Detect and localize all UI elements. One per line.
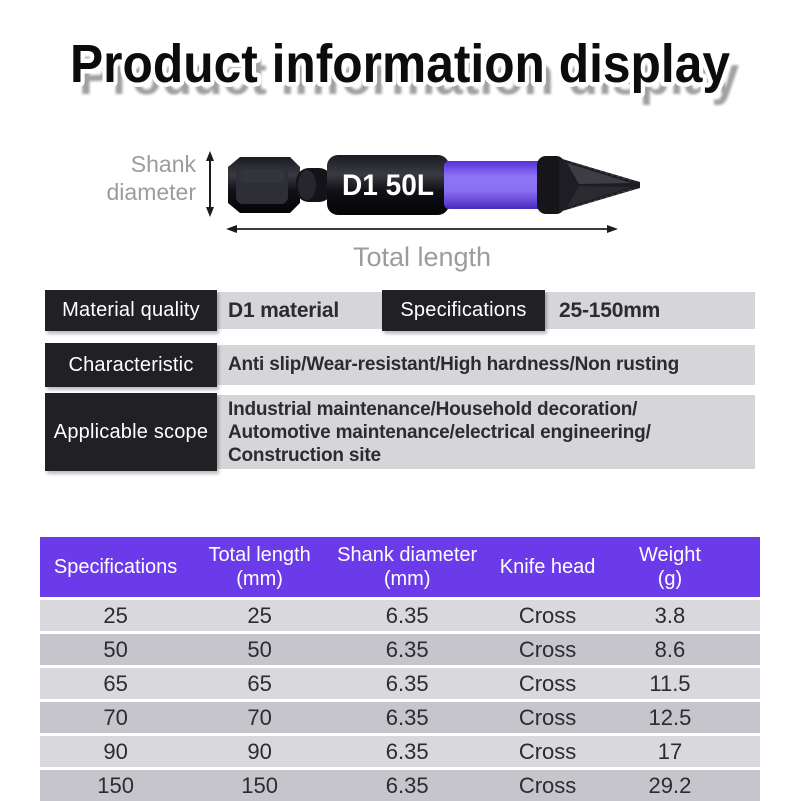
spec-value-specifications: 25-150mm <box>559 298 661 322</box>
spec-label-material-quality: Material quality <box>45 290 217 331</box>
table-cell: Cross <box>518 602 577 628</box>
table-cell: 25 <box>247 602 272 628</box>
bit-body <box>327 155 449 215</box>
bit-collar <box>537 156 565 214</box>
table-row: 65 65 6.35 Cross 11.5 <box>40 668 760 699</box>
bit-size-print: D1 50L <box>342 169 434 202</box>
table-row: 25 25 6.35 Cross 3.8 <box>40 600 760 631</box>
table-cell: 6.35 <box>385 738 429 764</box>
table-cell: 6.35 <box>385 704 429 730</box>
page-title-shadow: Product information display <box>79 46 739 106</box>
table-cell: 65 <box>247 670 272 696</box>
spec-label-specifications: Specifications <box>382 290 545 331</box>
page-title-outline: Product information display <box>70 34 730 94</box>
table-cell: 11.5 <box>649 670 691 696</box>
table-row: 70 70 6.35 Cross 12.5 <box>40 702 760 733</box>
header-cell-shank-diameter: Shank diameter (mm) <box>337 544 478 590</box>
product-diagram: D1 50L Total length <box>206 151 640 272</box>
table-cell: 12.5 <box>648 704 692 730</box>
table-cell: 65 <box>103 670 128 696</box>
spec-label-applicable-scope: Applicable scope <box>45 393 217 471</box>
spec-table: Specifications Total length (mm) Shank d… <box>40 537 760 801</box>
table-cell: 3.8 <box>654 602 686 628</box>
table-cell: 50 <box>247 636 272 662</box>
table-cell: 29.2 <box>648 772 692 798</box>
spec-bar-applicable-scope: Applicable scope Industrial maintenance/… <box>45 393 755 471</box>
table-cell: 17 <box>657 738 683 764</box>
horizontal-dimension-arrow <box>226 225 618 233</box>
table-cell: 8.6 <box>654 636 686 662</box>
header-cell-specifications: Specifications <box>53 556 178 578</box>
table-cell: 25 <box>103 602 128 628</box>
total-length-label: Total length <box>353 242 491 272</box>
table-cell: Cross <box>518 772 577 798</box>
table-cell: Cross <box>518 670 577 696</box>
table-cell: 6.35 <box>385 636 429 662</box>
page-title-text: Product information display <box>70 34 730 94</box>
table-cell: 70 <box>103 704 128 730</box>
table-row: 90 90 6.35 Cross 17 <box>40 736 760 767</box>
spec-bar-characteristic: Characteristic Anti slip/Wear-resistant/… <box>45 343 755 387</box>
table-header-row: Specifications Total length (mm) Shank d… <box>40 537 760 597</box>
spec-bar-material: Material quality D1 material Specificati… <box>45 290 755 331</box>
table-row: 150 150 6.35 Cross 29.2 <box>40 770 760 801</box>
page-title: Product information display Product info… <box>66 30 740 107</box>
shank-diameter-label-line2: diameter <box>106 179 196 205</box>
scope-line-3: Construction site <box>228 444 381 466</box>
table-cell: Cross <box>518 704 577 730</box>
spec-value-applicable-scope: Industrial maintenance/Household decorat… <box>228 395 651 469</box>
table-cell: 6.35 <box>385 772 429 798</box>
table-cell: 150 <box>97 772 134 798</box>
spec-value-material: D1 material <box>228 298 340 322</box>
shank-diameter-label: Shank diameter <box>80 150 196 206</box>
table-cell: 6.35 <box>385 602 429 628</box>
table-row: 50 50 6.35 Cross 8.6 <box>40 634 760 665</box>
table-cell: 50 <box>103 636 128 662</box>
table-cell: Cross <box>518 636 577 662</box>
table-cell: Cross <box>518 738 577 764</box>
spec-label-characteristic: Characteristic <box>45 343 217 387</box>
shank-diameter-label-line1: Shank <box>130 151 196 177</box>
table-cell: 6.35 <box>385 670 429 696</box>
header-cell-total-length: Total length (mm) <box>208 544 311 590</box>
table-cell: 90 <box>247 738 272 764</box>
header-cell-weight: Weight (g) <box>639 544 701 590</box>
bit-purple-sleeve <box>444 161 544 209</box>
bit-phillips-tip <box>559 158 640 212</box>
vertical-dimension-arrow <box>206 151 214 217</box>
header-cell-knife-head: Knife head <box>499 556 596 578</box>
scope-line-2: Automotive maintenance/electrical engine… <box>228 421 651 443</box>
spec-value-characteristic: Anti slip/Wear-resistant/High hardness/N… <box>228 354 679 375</box>
table-cell: 90 <box>103 738 128 764</box>
drill-bit-image: D1 50L <box>228 155 640 215</box>
scope-line-1: Industrial maintenance/Household decorat… <box>228 398 638 420</box>
table-cell: 70 <box>247 704 272 730</box>
table-cell: 150 <box>241 772 278 798</box>
